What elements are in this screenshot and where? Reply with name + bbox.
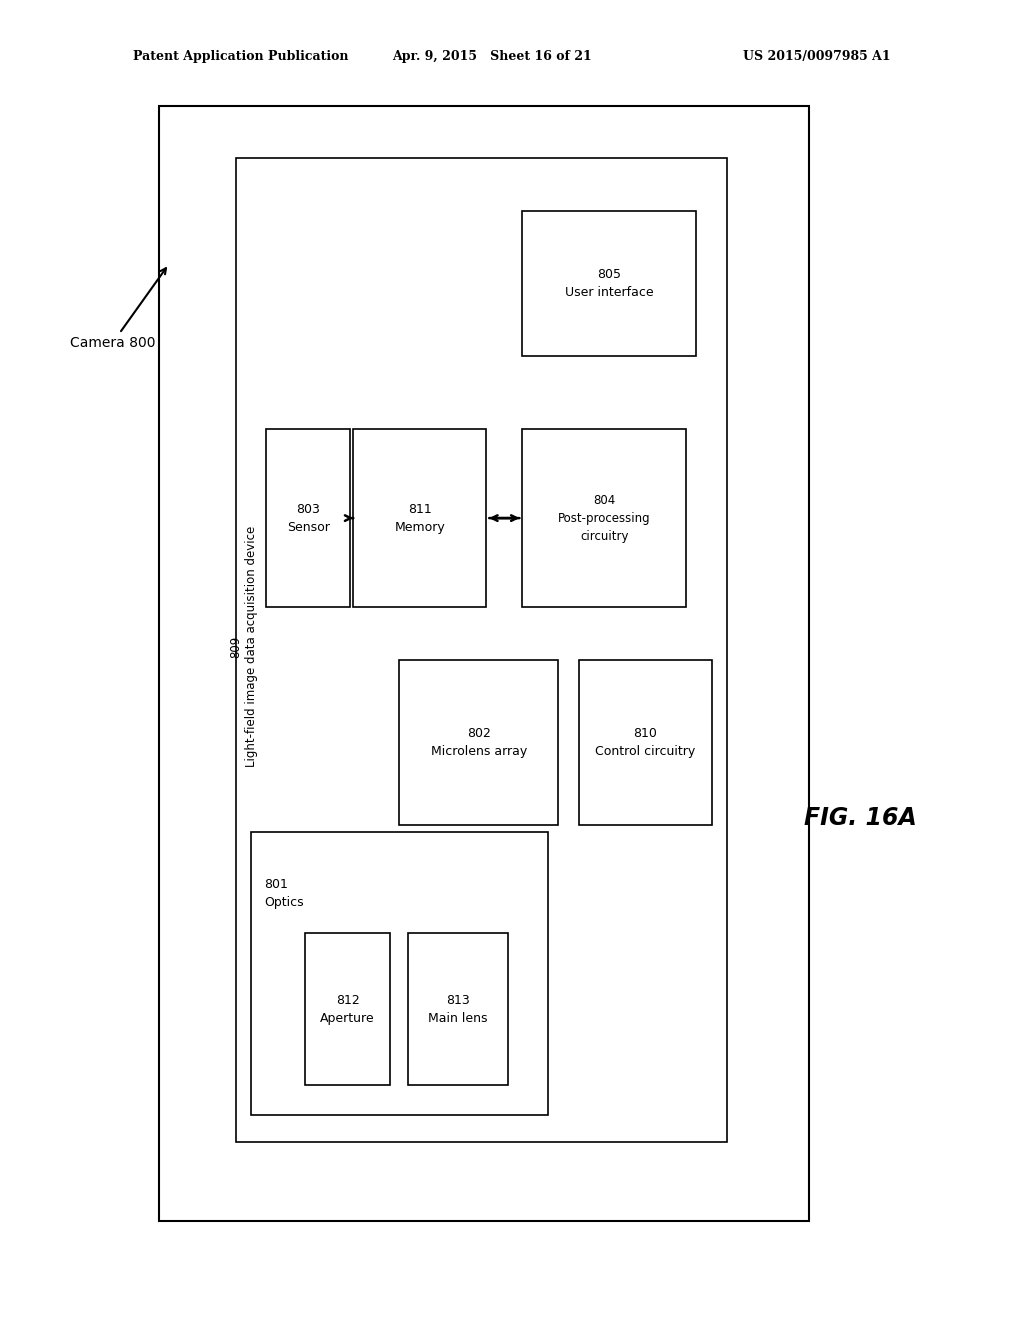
Text: 801
Optics: 801 Optics bbox=[264, 878, 304, 908]
FancyBboxPatch shape bbox=[236, 158, 727, 1142]
Text: US 2015/0097985 A1: US 2015/0097985 A1 bbox=[743, 50, 891, 63]
Text: 805
User interface: 805 User interface bbox=[565, 268, 653, 300]
Text: 804
Post-processing
circuitry: 804 Post-processing circuitry bbox=[558, 494, 650, 543]
Text: 813
Main lens: 813 Main lens bbox=[428, 994, 487, 1024]
FancyBboxPatch shape bbox=[159, 106, 809, 1221]
FancyBboxPatch shape bbox=[522, 429, 686, 607]
Text: 802
Microlens array: 802 Microlens array bbox=[431, 727, 526, 758]
Text: FIG. 16A: FIG. 16A bbox=[804, 807, 916, 830]
Text: 803
Sensor: 803 Sensor bbox=[287, 503, 330, 533]
Text: Apr. 9, 2015   Sheet 16 of 21: Apr. 9, 2015 Sheet 16 of 21 bbox=[391, 50, 592, 63]
Text: 811
Memory: 811 Memory bbox=[394, 503, 445, 533]
Text: 812
Aperture: 812 Aperture bbox=[321, 994, 375, 1024]
FancyBboxPatch shape bbox=[522, 211, 696, 356]
FancyBboxPatch shape bbox=[408, 933, 508, 1085]
FancyBboxPatch shape bbox=[579, 660, 712, 825]
FancyBboxPatch shape bbox=[353, 429, 486, 607]
FancyBboxPatch shape bbox=[251, 832, 548, 1115]
FancyBboxPatch shape bbox=[305, 933, 390, 1085]
Text: Patent Application Publication: Patent Application Publication bbox=[133, 50, 348, 63]
Text: 810
Control circuitry: 810 Control circuitry bbox=[595, 727, 695, 758]
Text: 809
Light-field image data acquisition device: 809 Light-field image data acquisition d… bbox=[229, 527, 258, 767]
Text: Camera 800: Camera 800 bbox=[70, 268, 166, 350]
FancyBboxPatch shape bbox=[399, 660, 558, 825]
FancyBboxPatch shape bbox=[266, 429, 350, 607]
